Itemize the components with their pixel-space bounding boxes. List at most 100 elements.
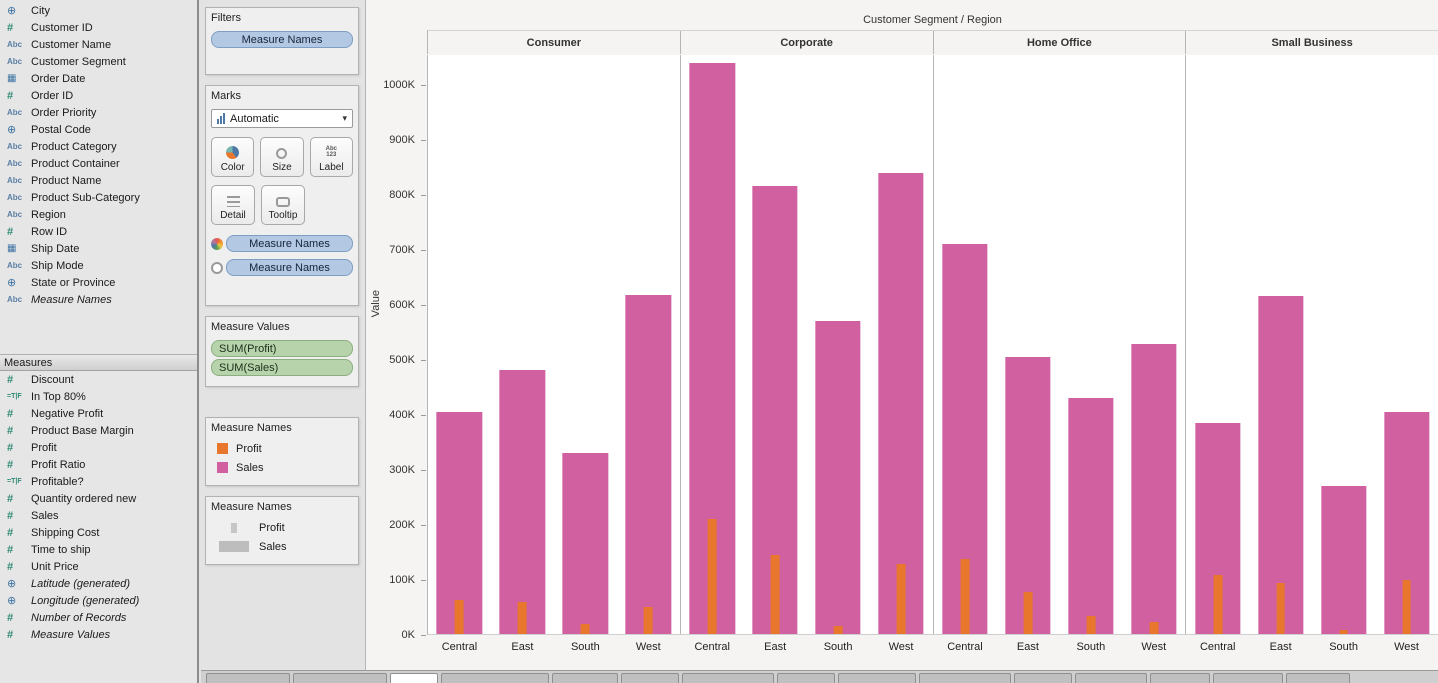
label-button[interactable]: Abc 123 Label [309, 137, 353, 177]
size-legend-item-profit[interactable]: Profit [211, 518, 353, 537]
sheet-tab[interactable] [838, 673, 916, 683]
profit-bar[interactable] [770, 555, 780, 634]
field-customer-name[interactable]: Abc Customer Name [0, 36, 197, 53]
number-icon: # [7, 407, 14, 420]
pill-measure-names[interactable]: Measure Names [226, 259, 353, 276]
detail-button[interactable]: Detail [211, 185, 255, 225]
field-quantity-ordered-new[interactable]: # Quantity ordered new [0, 490, 197, 507]
field-in-top-80[interactable]: =T|F In Top 80% [0, 388, 197, 405]
field-label: Negative Profit [31, 407, 104, 420]
tooltip-button[interactable]: Tooltip [261, 185, 305, 225]
field-postal-code[interactable]: ⊕ Postal Code [0, 121, 197, 138]
legend-label: Sales [259, 540, 287, 553]
field-discount[interactable]: # Discount [0, 371, 197, 388]
size-legend-item-sales[interactable]: Sales [211, 537, 353, 556]
viz-area: Customer Segment / Region Consumer Corpor… [366, 0, 1438, 683]
sales-bar[interactable] [499, 370, 546, 634]
size-button[interactable]: Size [260, 137, 304, 177]
field-product-category[interactable]: Abc Product Category [0, 138, 197, 155]
field-customer-id[interactable]: # Customer ID [0, 19, 197, 36]
field-row-id[interactable]: # Row ID [0, 223, 197, 240]
sales-bar[interactable] [1068, 397, 1114, 634]
sales-bar[interactable] [1320, 485, 1367, 634]
profit-bar[interactable] [1023, 591, 1033, 634]
field-product-sub-category[interactable]: Abc Product Sub-Category [0, 189, 197, 206]
color-legend-item-sales[interactable]: Sales [211, 458, 353, 477]
field-latitude-generated[interactable]: ⊕ Latitude (generated) [0, 575, 197, 592]
profit-bar[interactable] [455, 599, 464, 634]
sales-bar[interactable] [562, 452, 608, 634]
profit-bar[interactable] [1149, 621, 1159, 634]
field-ship-date[interactable]: ▦ Ship Date [0, 240, 197, 257]
y-tick-label: 800K [389, 188, 415, 201]
profit-bar[interactable] [896, 564, 906, 634]
field-order-priority[interactable]: Abc Order Priority [0, 104, 197, 121]
profit-bar[interactable] [1276, 583, 1286, 634]
field-measure-values[interactable]: # Measure Values [0, 626, 197, 643]
field-order-date[interactable]: ▦ Order Date [0, 70, 197, 87]
field-measure-names[interactable]: Abc Measure Names [0, 291, 197, 308]
sales-bar[interactable] [1131, 343, 1177, 634]
profit-bar[interactable] [1339, 629, 1348, 634]
sales-bar[interactable] [436, 411, 483, 634]
field-shipping-cost[interactable]: # Shipping Cost [0, 524, 197, 541]
field-time-to-ship[interactable]: # Time to ship [0, 541, 197, 558]
field-region[interactable]: Abc Region [0, 206, 197, 223]
field-profitable[interactable]: =T|F Profitable? [0, 473, 197, 490]
field-customer-segment[interactable]: Abc Customer Segment [0, 53, 197, 70]
color-legend-item-profit[interactable]: Profit [211, 439, 353, 458]
detail-icon [226, 196, 240, 207]
sales-bar[interactable] [878, 172, 924, 634]
field-negative-profit[interactable]: # Negative Profit [0, 405, 197, 422]
pill-measure-names[interactable]: Measure Names [211, 31, 353, 48]
profit-bar[interactable] [643, 606, 653, 634]
field-label: Discount [31, 373, 74, 386]
boolean-icon: =T|F [7, 393, 22, 400]
field-profit-ratio[interactable]: # Profit Ratio [0, 456, 197, 473]
field-profit[interactable]: # Profit [0, 439, 197, 456]
field-product-base-margin[interactable]: # Product Base Margin [0, 422, 197, 439]
mark-type-dropdown[interactable]: Automatic ▾ [211, 109, 353, 128]
sheet-tab[interactable] [777, 673, 835, 683]
profit-bar[interactable] [1086, 616, 1096, 634]
profit-bar[interactable] [580, 624, 590, 634]
sheet-tab[interactable] [1213, 673, 1283, 683]
sheet-tab[interactable] [621, 673, 679, 683]
sheet-tab[interactable] [1150, 673, 1210, 683]
sheet-tab[interactable] [552, 673, 618, 683]
sheet-tab[interactable] [390, 673, 438, 683]
sheet-tab[interactable] [293, 673, 387, 683]
field-city[interactable]: ⊕ City [0, 2, 197, 19]
sales-bar[interactable] [1258, 296, 1304, 634]
field-state-or-province[interactable]: ⊕ State or Province [0, 274, 197, 291]
profit-bar[interactable] [518, 602, 527, 634]
pill-sum-sales[interactable]: SUM(Sales) [211, 359, 353, 376]
sheet-tab[interactable] [682, 673, 774, 683]
profit-bar[interactable] [960, 558, 970, 634]
field-unit-price[interactable]: # Unit Price [0, 558, 197, 575]
field-longitude-generated[interactable]: ⊕ Longitude (generated) [0, 592, 197, 609]
sheet-tab[interactable] [206, 673, 290, 683]
sheet-tab[interactable] [1014, 673, 1072, 683]
sheet-tab[interactable] [1286, 673, 1350, 683]
field-product-name[interactable]: Abc Product Name [0, 172, 197, 189]
color-button[interactable]: Color [211, 137, 255, 177]
sales-bar[interactable] [815, 320, 861, 634]
field-ship-mode[interactable]: Abc Ship Mode [0, 257, 197, 274]
pill-measure-names[interactable]: Measure Names [226, 235, 353, 252]
sales-bar[interactable] [1005, 356, 1051, 634]
sales-bar[interactable] [625, 294, 671, 634]
field-sales[interactable]: # Sales [0, 507, 197, 524]
sheet-tab[interactable] [1075, 673, 1147, 683]
field-number-of-records[interactable]: # Number of Records [0, 609, 197, 626]
sheet-tab[interactable] [919, 673, 1011, 683]
profit-bar[interactable] [707, 518, 717, 634]
field-product-container[interactable]: Abc Product Container [0, 155, 197, 172]
field-label: Time to ship [31, 543, 91, 556]
profit-bar[interactable] [1213, 575, 1223, 634]
profit-bar[interactable] [1402, 580, 1411, 634]
profit-bar[interactable] [833, 625, 843, 634]
field-order-id[interactable]: # Order ID [0, 87, 197, 104]
sheet-tab[interactable] [441, 673, 549, 683]
pill-sum-profit[interactable]: SUM(Profit) [211, 340, 353, 357]
